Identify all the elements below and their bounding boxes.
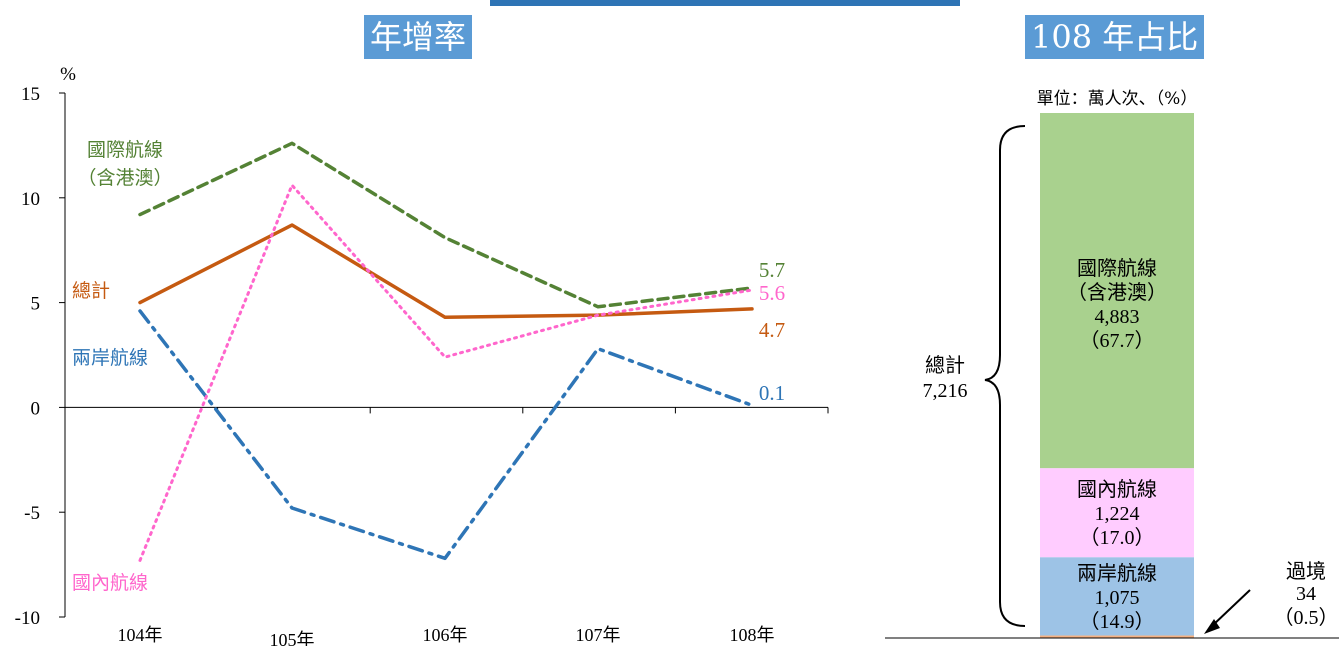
series-label: 國際航線 — [87, 139, 163, 161]
segment-label: 兩岸航線 — [1077, 562, 1157, 585]
x-tick-label: 108年 — [730, 625, 775, 645]
y-tick-label: 10 — [21, 189, 40, 210]
stacked-bar-title: 108 年占比 — [1025, 15, 1205, 59]
y-tick-label: -10 — [15, 608, 40, 629]
bar-segment — [1040, 468, 1194, 558]
segment-label: （14.9） — [1080, 610, 1155, 633]
segment-label: 4,883 — [1095, 306, 1140, 328]
bar-segment — [1040, 635, 1194, 638]
bar-segment — [1040, 113, 1194, 469]
y-tick-label: -5 — [24, 503, 40, 524]
series-label: 國內航線 — [72, 572, 148, 594]
segment-label: 過境 — [1286, 560, 1326, 583]
segment-label: 國內航線 — [1077, 478, 1157, 501]
total-label: 總計 — [925, 354, 965, 377]
series-line — [138, 223, 754, 320]
x-tick-label: 107年 — [576, 625, 621, 645]
x-tick-label: 104年 — [118, 625, 163, 645]
callout-arrow-head — [1204, 619, 1220, 634]
series-label: 總計 — [72, 280, 110, 302]
segment-label: 1,224 — [1095, 503, 1140, 525]
end-value-label: 5.6 — [759, 281, 785, 305]
total-brace — [984, 125, 1026, 627]
y-tick-label: 0 — [31, 398, 41, 419]
segment-label: 1,075 — [1095, 587, 1140, 609]
segment-label: （含港澳） — [1067, 281, 1167, 304]
segment-label: 國際航線 — [1077, 257, 1157, 280]
series-line — [138, 309, 754, 561]
end-value-label: 5.7 — [759, 258, 785, 282]
segment-label: （17.0） — [1080, 526, 1155, 549]
series-label: 兩岸航線 — [72, 347, 148, 369]
bar-segment — [1040, 557, 1194, 636]
callout-arrow-line — [1211, 589, 1251, 627]
end-value-label: 0.1 — [759, 381, 785, 405]
line-chart-title: 年增率 — [364, 15, 473, 59]
total-value: 7,216 — [923, 380, 968, 402]
segment-label: （0.5） — [1274, 606, 1339, 629]
y-tick-label: 5 — [31, 294, 41, 315]
y-tick-label: 15 — [21, 84, 40, 105]
end-value-label: 4.7 — [759, 318, 785, 342]
x-tick-label: 105年 — [270, 630, 315, 646]
x-tick-label: 106年 — [423, 625, 468, 645]
series-label: （含港澳） — [77, 167, 172, 189]
unit-note: 單位：萬人次、（%） — [1037, 89, 1198, 109]
segment-label: 34 — [1296, 583, 1316, 605]
segment-label: （67.7） — [1080, 329, 1155, 352]
header-accent-bar — [490, 0, 960, 6]
series-line — [138, 141, 754, 309]
y-axis-unit: % — [60, 64, 76, 85]
series-line — [138, 183, 754, 562]
